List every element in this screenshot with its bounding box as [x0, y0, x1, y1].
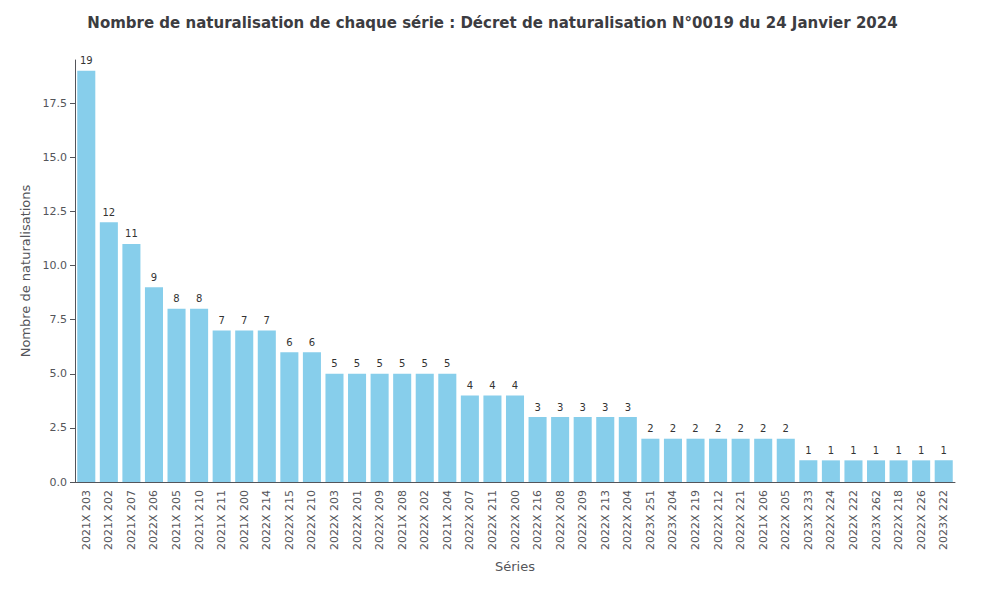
svg-text:4: 4 — [512, 380, 518, 391]
svg-text:2021X 206: 2021X 206 — [757, 490, 770, 550]
svg-text:2: 2 — [760, 423, 766, 434]
svg-text:2023X 262: 2023X 262 — [870, 490, 883, 550]
svg-text:1: 1 — [941, 445, 947, 456]
svg-text:2: 2 — [647, 423, 653, 434]
svg-text:2021X 208: 2021X 208 — [396, 490, 409, 550]
svg-text:2021X 204: 2021X 204 — [441, 490, 454, 550]
svg-text:2: 2 — [737, 423, 743, 434]
svg-text:1: 1 — [873, 445, 879, 456]
svg-text:2022X 208: 2022X 208 — [554, 490, 567, 550]
svg-text:2022X 215: 2022X 215 — [283, 490, 296, 550]
svg-text:2022X 200: 2022X 200 — [509, 490, 522, 550]
svg-text:8: 8 — [196, 293, 202, 304]
svg-text:2021X 202: 2021X 202 — [102, 490, 115, 550]
svg-text:5: 5 — [354, 358, 360, 369]
svg-text:1: 1 — [805, 445, 811, 456]
svg-text:2022X 202: 2022X 202 — [418, 490, 431, 550]
svg-text:3: 3 — [534, 402, 540, 413]
svg-text:2: 2 — [715, 423, 721, 434]
svg-text:5: 5 — [422, 358, 428, 369]
svg-text:Nombre de naturalisations: Nombre de naturalisations — [18, 184, 33, 357]
svg-text:2022X 205: 2022X 205 — [779, 490, 792, 550]
svg-text:2021X 200: 2021X 200 — [238, 490, 251, 550]
svg-text:0.0: 0.0 — [50, 476, 68, 489]
svg-text:2021X 210: 2021X 210 — [193, 490, 206, 550]
svg-text:7.5: 7.5 — [50, 313, 68, 326]
svg-text:1: 1 — [895, 445, 901, 456]
svg-text:1: 1 — [850, 445, 856, 456]
svg-text:3: 3 — [602, 402, 608, 413]
svg-text:2.5: 2.5 — [50, 421, 68, 434]
svg-text:2022X 201: 2022X 201 — [351, 490, 364, 550]
svg-text:2022X 214: 2022X 214 — [260, 490, 273, 550]
svg-text:2022X 210: 2022X 210 — [305, 490, 318, 550]
svg-text:3: 3 — [580, 402, 586, 413]
svg-text:2023X 251: 2023X 251 — [644, 490, 657, 550]
svg-text:2022X 204: 2022X 204 — [621, 490, 634, 550]
svg-text:5: 5 — [444, 358, 450, 369]
svg-text:4: 4 — [489, 380, 495, 391]
svg-text:2022X 226: 2022X 226 — [915, 490, 928, 550]
svg-text:2022X 219: 2022X 219 — [689, 490, 702, 550]
svg-text:2023X 222: 2023X 222 — [937, 490, 950, 550]
svg-text:1: 1 — [918, 445, 924, 456]
svg-text:2022X 216: 2022X 216 — [531, 490, 544, 550]
svg-text:7: 7 — [241, 315, 247, 326]
svg-text:4: 4 — [467, 380, 473, 391]
svg-text:17.5: 17.5 — [43, 97, 68, 110]
svg-text:2: 2 — [692, 423, 698, 434]
svg-text:6: 6 — [309, 337, 315, 348]
svg-text:11: 11 — [125, 228, 138, 239]
svg-text:2021X 203: 2021X 203 — [80, 490, 93, 550]
svg-text:2022X 206: 2022X 206 — [147, 490, 160, 550]
svg-text:2022X 209: 2022X 209 — [373, 490, 386, 550]
svg-text:2022X 224: 2022X 224 — [824, 490, 837, 550]
svg-text:2022X 211: 2022X 211 — [486, 490, 499, 550]
svg-text:10.0: 10.0 — [43, 259, 68, 272]
svg-text:Séries: Séries — [495, 559, 535, 574]
svg-text:2: 2 — [670, 423, 676, 434]
svg-text:5.0: 5.0 — [50, 367, 68, 380]
svg-text:15.0: 15.0 — [43, 151, 68, 164]
svg-text:8: 8 — [173, 293, 179, 304]
svg-text:5: 5 — [331, 358, 337, 369]
svg-text:2023X 204: 2023X 204 — [666, 490, 679, 550]
svg-text:19: 19 — [80, 55, 93, 66]
svg-text:2022X 203: 2022X 203 — [328, 490, 341, 550]
svg-text:3: 3 — [625, 402, 631, 413]
svg-text:3: 3 — [557, 402, 563, 413]
svg-text:7: 7 — [264, 315, 270, 326]
svg-text:2022X 213: 2022X 213 — [599, 490, 612, 550]
svg-text:2022X 212: 2022X 212 — [712, 490, 725, 550]
svg-text:1: 1 — [828, 445, 834, 456]
svg-text:6: 6 — [286, 337, 292, 348]
svg-text:5: 5 — [399, 358, 405, 369]
svg-text:2022X 209: 2022X 209 — [576, 490, 589, 550]
svg-text:2022X 218: 2022X 218 — [892, 490, 905, 550]
svg-text:2021X 211: 2021X 211 — [215, 490, 228, 550]
svg-text:12.5: 12.5 — [43, 205, 68, 218]
svg-text:2022X 222: 2022X 222 — [847, 490, 860, 550]
svg-text:2021X 207: 2021X 207 — [125, 490, 138, 550]
svg-text:7: 7 — [218, 315, 224, 326]
svg-text:5: 5 — [376, 358, 382, 369]
svg-text:2023X 233: 2023X 233 — [802, 490, 815, 550]
svg-text:12: 12 — [102, 207, 115, 218]
svg-text:2022X 207: 2022X 207 — [463, 490, 476, 550]
svg-text:2: 2 — [783, 423, 789, 434]
svg-text:2021X 205: 2021X 205 — [170, 490, 183, 550]
svg-text:Nombre de naturalisation de ch: Nombre de naturalisation de chaque série… — [87, 14, 897, 32]
svg-text:2022X 221: 2022X 221 — [734, 490, 747, 550]
svg-text:9: 9 — [151, 272, 157, 283]
